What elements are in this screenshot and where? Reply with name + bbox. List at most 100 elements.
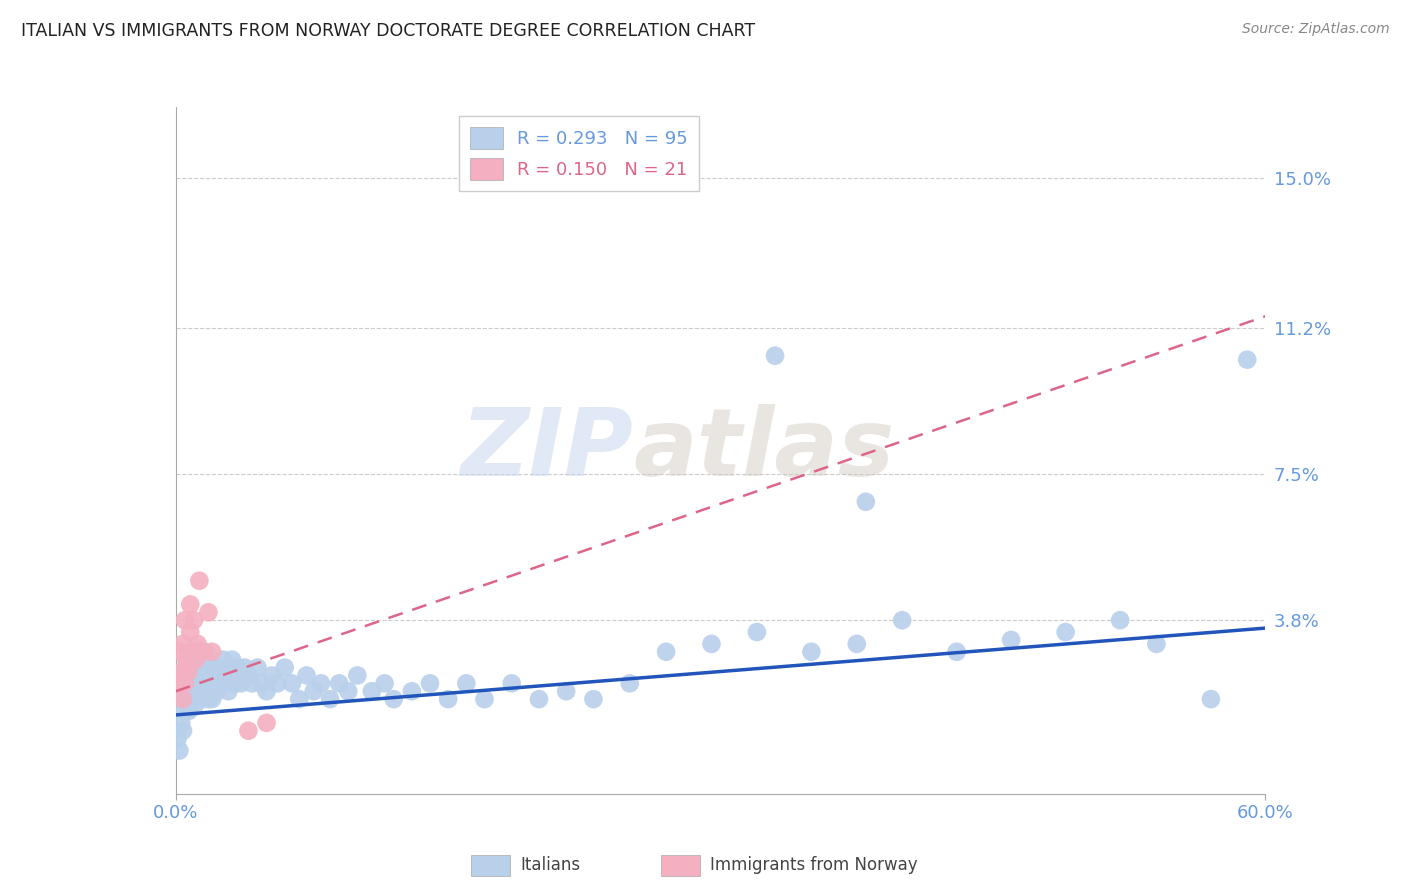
Point (214, 676, 236, 690)
Point (170, 692, 193, 706)
Text: Immigrants from Norway: Immigrants from Norway (710, 856, 918, 874)
Point (655, 645, 678, 659)
Point (183, 668, 205, 682)
Point (763, 349, 786, 363)
Point (179, 598, 201, 612)
Text: Italians: Italians (520, 856, 581, 874)
Point (179, 625, 201, 640)
Point (170, 665, 193, 679)
Point (891, 613, 914, 627)
Point (194, 645, 217, 659)
Point (250, 676, 273, 690)
Point (527, 692, 550, 706)
Point (181, 684, 204, 698)
Point (238, 723, 260, 738)
Point (555, 684, 578, 698)
Point (233, 660, 256, 674)
Point (197, 660, 219, 674)
Point (1146, 637, 1168, 651)
Point (295, 668, 318, 682)
Point (186, 637, 209, 651)
Point (456, 676, 478, 690)
Point (1199, 692, 1222, 706)
Point (188, 676, 211, 690)
Point (200, 676, 222, 690)
Point (225, 676, 247, 690)
Point (173, 676, 195, 690)
FancyBboxPatch shape (661, 855, 700, 876)
Point (194, 676, 217, 690)
Point (172, 637, 194, 651)
Point (208, 660, 231, 674)
Point (374, 676, 396, 690)
Point (184, 645, 207, 659)
Point (173, 613, 195, 627)
Point (1054, 625, 1077, 640)
Point (166, 731, 188, 746)
Point (209, 676, 232, 690)
Point (207, 684, 229, 698)
Point (745, 625, 768, 640)
Point (260, 668, 283, 682)
Point (188, 645, 211, 659)
Point (474, 692, 496, 706)
Point (197, 605, 219, 619)
Point (176, 653, 198, 667)
Point (177, 665, 200, 679)
Point (191, 692, 214, 706)
Point (201, 660, 224, 674)
Point (238, 668, 260, 682)
Point (619, 676, 641, 690)
Point (186, 692, 209, 706)
Point (401, 684, 423, 698)
Point (212, 653, 235, 667)
Point (179, 660, 201, 674)
Point (201, 645, 224, 659)
Point (845, 637, 868, 651)
Point (328, 676, 350, 690)
Point (179, 692, 201, 706)
Point (346, 668, 368, 682)
Point (256, 715, 278, 730)
Point (177, 704, 200, 718)
Point (800, 645, 823, 659)
Point (191, 660, 214, 674)
Point (246, 660, 269, 674)
Point (176, 653, 198, 667)
Text: Source: ZipAtlas.com: Source: ZipAtlas.com (1241, 22, 1389, 37)
Point (219, 668, 242, 682)
Point (855, 495, 877, 509)
Point (188, 574, 211, 588)
Point (166, 676, 188, 690)
Point (181, 653, 204, 667)
Point (184, 653, 207, 667)
FancyBboxPatch shape (471, 855, 510, 876)
Point (437, 692, 460, 706)
Point (337, 684, 360, 698)
Point (184, 684, 207, 698)
Point (172, 676, 194, 690)
Text: ZIP: ZIP (461, 404, 633, 497)
Point (172, 692, 194, 706)
Point (204, 665, 226, 679)
Point (215, 660, 238, 674)
Point (176, 692, 198, 706)
Point (202, 676, 225, 690)
Point (190, 665, 212, 679)
Point (382, 692, 405, 706)
Point (309, 676, 332, 690)
Text: ITALIAN VS IMMIGRANTS FROM NORWAY DOCTORATE DEGREE CORRELATION CHART: ITALIAN VS IMMIGRANTS FROM NORWAY DOCTOR… (21, 22, 755, 40)
Point (700, 637, 723, 651)
Point (582, 692, 605, 706)
Point (197, 692, 219, 706)
Point (501, 676, 523, 690)
Point (177, 676, 200, 690)
Legend: R = 0.293   N = 95, R = 0.150   N = 21: R = 0.293 N = 95, R = 0.150 N = 21 (460, 116, 699, 191)
Point (240, 676, 263, 690)
Point (170, 715, 193, 730)
Point (226, 660, 249, 674)
Point (419, 676, 441, 690)
Point (172, 723, 194, 738)
Point (281, 676, 304, 690)
Point (231, 676, 253, 690)
